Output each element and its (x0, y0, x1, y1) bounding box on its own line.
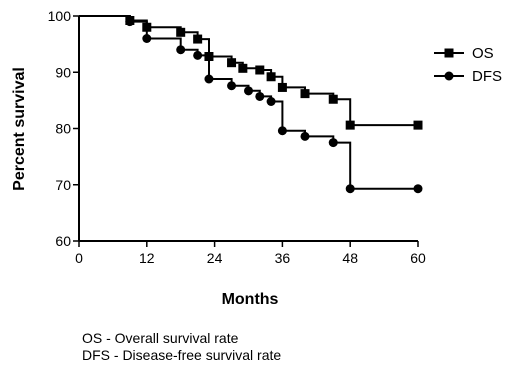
legend-marker-dfs (444, 71, 454, 81)
data-point-dfs (277, 126, 287, 136)
data-point-dfs (345, 184, 355, 194)
data-point-dfs (244, 86, 253, 96)
data-point-os (193, 34, 203, 44)
chart-axes: 60 70 80 90 100 0 12 24 36 48 60 (48, 8, 426, 266)
chart-series (79, 15, 423, 194)
x-tick-label: 12 (139, 250, 155, 266)
data-point-os (176, 27, 186, 37)
chart-legend: OS DFS (434, 45, 502, 85)
x-axis-title: Months (222, 291, 279, 308)
legend-item-dfs: DFS (434, 68, 502, 85)
y-tick-label: 100 (48, 8, 72, 24)
y-tick-label: 60 (55, 233, 71, 249)
data-point-dfs (142, 34, 152, 43)
series-line-dfs (79, 15, 418, 190)
y-tick-label: 90 (55, 64, 71, 80)
data-point-dfs (266, 97, 276, 106)
data-point-os (238, 63, 248, 73)
x-tick-label: 0 (75, 250, 83, 266)
data-point-os (345, 120, 355, 130)
y-tick-label: 70 (55, 177, 71, 193)
data-point-dfs (204, 74, 214, 84)
x-tick-label: 48 (342, 250, 358, 266)
data-point-dfs (125, 17, 135, 27)
legend-label-os: OS (472, 45, 494, 62)
legend-item-os: OS (434, 45, 494, 62)
legend-label-dfs: DFS (472, 68, 502, 85)
data-point-os (227, 58, 237, 68)
data-point-os (277, 82, 287, 92)
data-point-dfs (300, 131, 310, 141)
note-dfs: DFS - Disease-free survival rate (82, 347, 282, 363)
data-point-dfs (255, 91, 265, 101)
legend-marker-os (444, 48, 454, 58)
note-os: OS - Overall survival rate (82, 330, 239, 346)
data-point-os (413, 120, 423, 130)
y-axis-title: Percent survival (11, 67, 28, 191)
data-point-dfs (227, 81, 237, 91)
data-point-os (300, 89, 310, 99)
data-point-dfs (193, 50, 203, 60)
data-point-os (255, 65, 265, 75)
x-tick-label: 24 (207, 250, 223, 266)
series-os (79, 15, 423, 130)
y-tick-label: 80 (55, 121, 71, 137)
x-tick-label: 36 (275, 250, 291, 266)
data-point-dfs (176, 45, 186, 55)
data-point-os (328, 94, 338, 104)
data-point-dfs (328, 138, 338, 148)
data-point-os (266, 72, 276, 82)
series-dfs (79, 15, 423, 194)
x-tick-label: 60 (410, 250, 426, 266)
data-point-dfs (413, 184, 423, 194)
series-line-os (79, 15, 418, 127)
